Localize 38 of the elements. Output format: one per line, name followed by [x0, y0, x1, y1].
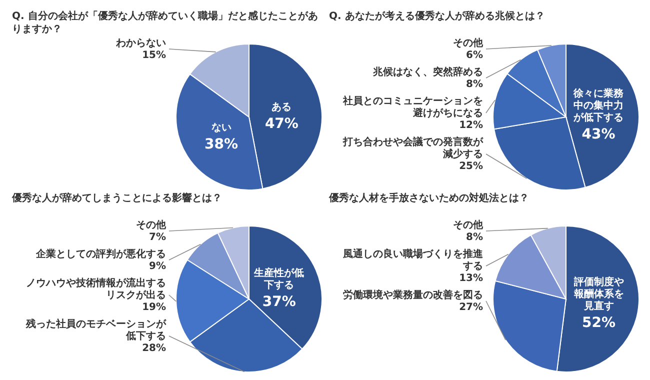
slice-label: わからない [115, 38, 166, 49]
chart-title: 優秀な人が辞めてしまうことによる影響とは？ [10, 191, 223, 206]
slice-label: 社員とのコミュニケーションを避けがちになる [342, 95, 483, 119]
data-label: 12% [459, 120, 483, 131]
data-label: 52% [582, 315, 616, 332]
slice-label: 徐々に業務中の集中力が低下する [572, 88, 625, 124]
chart-title: 優秀な人材を手放さないための対処法とは？ [328, 191, 530, 206]
slice-label: 打ち合わせや会議での発言数が減少する [342, 136, 484, 160]
slice-label: 風通しの良い職場づくりを推進する [342, 248, 484, 272]
slice-label: ある [272, 102, 292, 113]
data-label: 37% [262, 294, 296, 310]
data-label: 28% [142, 343, 166, 354]
slice-label: 評価制度や報酬体系を見直す [572, 276, 624, 312]
data-label: 27% [459, 302, 483, 313]
data-label: 6% [466, 50, 483, 61]
data-label: 8% [466, 79, 483, 90]
data-label: 38% [204, 136, 238, 153]
data-label: 8% [466, 232, 483, 243]
slice-label: 兆候はなく、突然辞める [372, 66, 483, 78]
slice-label: 残った社員のモチベーションが低下する [25, 318, 167, 342]
slice-label: その他 [136, 219, 167, 231]
slice-label: 企業としての評判が悪化する [35, 248, 166, 260]
slice-label: ノウハウや技術情報が流出するリスクが出る [26, 277, 166, 301]
slice-label: その他 [453, 219, 484, 231]
chart-title: Q. あなたが考える優秀な人が辞める兆候とは？ [328, 9, 546, 24]
slice-label: 生産性が低下する [253, 266, 304, 291]
slice-label: その他 [453, 37, 484, 49]
data-label: 19% [142, 302, 166, 313]
data-label: 9% [149, 261, 166, 272]
data-label: 25% [459, 161, 483, 172]
data-label: 13% [459, 273, 483, 284]
slice-label: 労働環境や業務量の改善を図る [343, 289, 483, 301]
data-label: 7% [149, 232, 166, 243]
chart-title: Q. 自分の会社が「優秀な人が辞めていく職場」だと感じたことがありますか？ [11, 9, 319, 35]
data-label: 43% [582, 126, 616, 143]
data-label: 15% [142, 50, 166, 61]
data-label: 47% [264, 116, 298, 132]
slice-label: ない [211, 122, 232, 134]
